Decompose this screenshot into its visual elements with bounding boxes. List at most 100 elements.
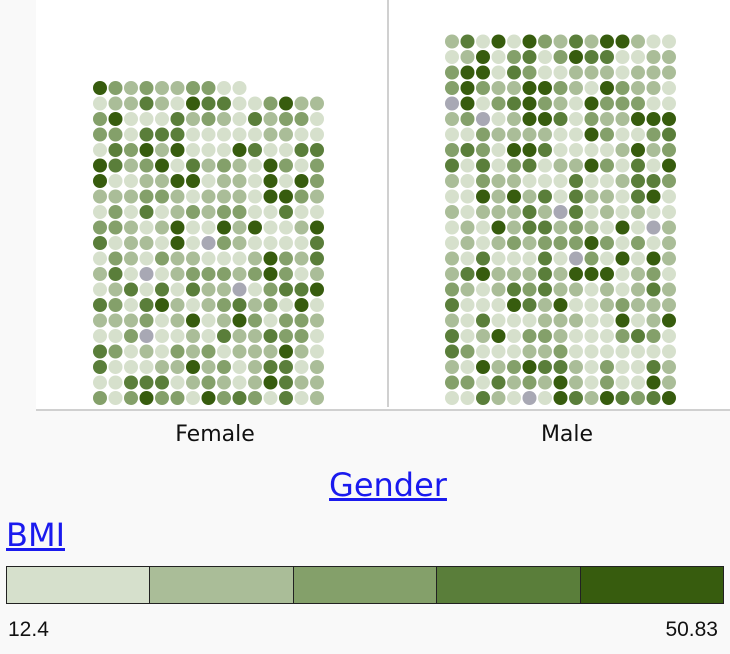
waffle-dot[interactable] <box>232 267 247 281</box>
waffle-dot[interactable] <box>279 313 293 328</box>
waffle-dot[interactable] <box>445 158 459 173</box>
waffle-dot[interactable] <box>124 205 138 219</box>
waffle-dot[interactable] <box>662 391 676 405</box>
waffle-dot[interactable] <box>186 189 200 204</box>
waffle-dot[interactable] <box>186 282 200 297</box>
waffle-dot[interactable] <box>248 282 262 297</box>
waffle-dot[interactable] <box>631 174 645 188</box>
waffle-dot[interactable] <box>646 375 661 390</box>
waffle-dot[interactable] <box>522 344 537 359</box>
waffle-dot[interactable] <box>263 313 278 328</box>
waffle-dot[interactable] <box>294 360 309 374</box>
waffle-dot[interactable] <box>600 96 614 111</box>
waffle-dot[interactable] <box>476 127 490 142</box>
waffle-dot[interactable] <box>646 251 661 266</box>
waffle-dot[interactable] <box>553 189 568 204</box>
waffle-dot[interactable] <box>460 360 475 374</box>
waffle-dot[interactable] <box>186 158 200 173</box>
waffle-dot[interactable] <box>186 344 200 359</box>
waffle-dot[interactable] <box>124 329 138 343</box>
waffle-dot[interactable] <box>476 236 490 250</box>
waffle-dot[interactable] <box>186 81 200 95</box>
waffle-dot[interactable] <box>232 220 247 235</box>
waffle-dot[interactable] <box>232 236 247 250</box>
waffle-dot[interactable] <box>248 298 262 312</box>
waffle-dot[interactable] <box>294 329 309 343</box>
waffle-dot[interactable] <box>460 220 475 235</box>
waffle-dot[interactable] <box>170 251 185 266</box>
waffle-dot[interactable] <box>263 236 278 250</box>
waffle-dot[interactable] <box>662 329 676 343</box>
waffle-dot[interactable] <box>155 360 169 374</box>
waffle-dot[interactable] <box>631 81 645 95</box>
waffle-dot[interactable] <box>108 81 123 95</box>
waffle-dot[interactable] <box>491 220 506 235</box>
waffle-dot[interactable] <box>155 220 169 235</box>
waffle-dot[interactable] <box>445 96 459 111</box>
waffle-dot[interactable] <box>170 127 185 142</box>
waffle-dot[interactable] <box>522 143 537 157</box>
x-axis-title-link[interactable]: Gender <box>329 466 447 504</box>
waffle-dot[interactable] <box>584 189 599 204</box>
waffle-dot[interactable] <box>310 313 324 328</box>
waffle-dot[interactable] <box>631 282 645 297</box>
waffle-dot[interactable] <box>600 174 614 188</box>
waffle-dot[interactable] <box>569 50 583 64</box>
waffle-dot[interactable] <box>507 50 521 64</box>
waffle-dot[interactable] <box>155 329 169 343</box>
waffle-dot[interactable] <box>569 375 583 390</box>
waffle-dot[interactable] <box>124 112 138 126</box>
waffle-dot[interactable] <box>646 267 661 281</box>
waffle-dot[interactable] <box>124 174 138 188</box>
waffle-dot[interactable] <box>186 298 200 312</box>
waffle-dot[interactable] <box>93 360 107 374</box>
waffle-dot[interactable] <box>522 50 537 64</box>
waffle-dot[interactable] <box>507 313 521 328</box>
waffle-dot[interactable] <box>310 298 324 312</box>
waffle-dot[interactable] <box>662 298 676 312</box>
waffle-dot[interactable] <box>263 251 278 266</box>
waffle-dot[interactable] <box>476 220 490 235</box>
waffle-dot[interactable] <box>476 112 490 126</box>
waffle-dot[interactable] <box>569 344 583 359</box>
waffle-dot[interactable] <box>538 329 552 343</box>
waffle-dot[interactable] <box>522 298 537 312</box>
waffle-dot[interactable] <box>310 158 324 173</box>
waffle-dot[interactable] <box>248 329 262 343</box>
waffle-dot[interactable] <box>507 236 521 250</box>
waffle-dot[interactable] <box>279 189 293 204</box>
waffle-dot[interactable] <box>553 158 568 173</box>
waffle-dot[interactable] <box>279 205 293 219</box>
waffle-dot[interactable] <box>279 158 293 173</box>
waffle-dot[interactable] <box>491 298 506 312</box>
waffle-dot[interactable] <box>476 158 490 173</box>
waffle-dot[interactable] <box>615 329 630 343</box>
waffle-dot[interactable] <box>631 391 645 405</box>
waffle-dot[interactable] <box>476 34 490 49</box>
waffle-dot[interactable] <box>615 267 630 281</box>
waffle-dot[interactable] <box>553 34 568 49</box>
waffle-dot[interactable] <box>248 205 262 219</box>
waffle-dot[interactable] <box>310 96 324 111</box>
waffle-dot[interactable] <box>217 143 231 157</box>
waffle-dot[interactable] <box>600 112 614 126</box>
waffle-dot[interactable] <box>93 81 107 95</box>
waffle-dot[interactable] <box>584 34 599 49</box>
waffle-dot[interactable] <box>553 143 568 157</box>
waffle-dot[interactable] <box>460 267 475 281</box>
waffle-dot[interactable] <box>584 143 599 157</box>
waffle-dot[interactable] <box>217 127 231 142</box>
waffle-dot[interactable] <box>476 329 490 343</box>
waffle-dot[interactable] <box>232 375 247 390</box>
waffle-dot[interactable] <box>507 375 521 390</box>
waffle-dot[interactable] <box>445 127 459 142</box>
waffle-dot[interactable] <box>553 205 568 219</box>
waffle-dot[interactable] <box>201 236 216 250</box>
waffle-dot[interactable] <box>491 34 506 49</box>
waffle-dot[interactable] <box>569 236 583 250</box>
waffle-dot[interactable] <box>232 313 247 328</box>
waffle-dot[interactable] <box>279 391 293 405</box>
waffle-dot[interactable] <box>139 313 154 328</box>
waffle-dot[interactable] <box>600 375 614 390</box>
waffle-dot[interactable] <box>310 236 324 250</box>
